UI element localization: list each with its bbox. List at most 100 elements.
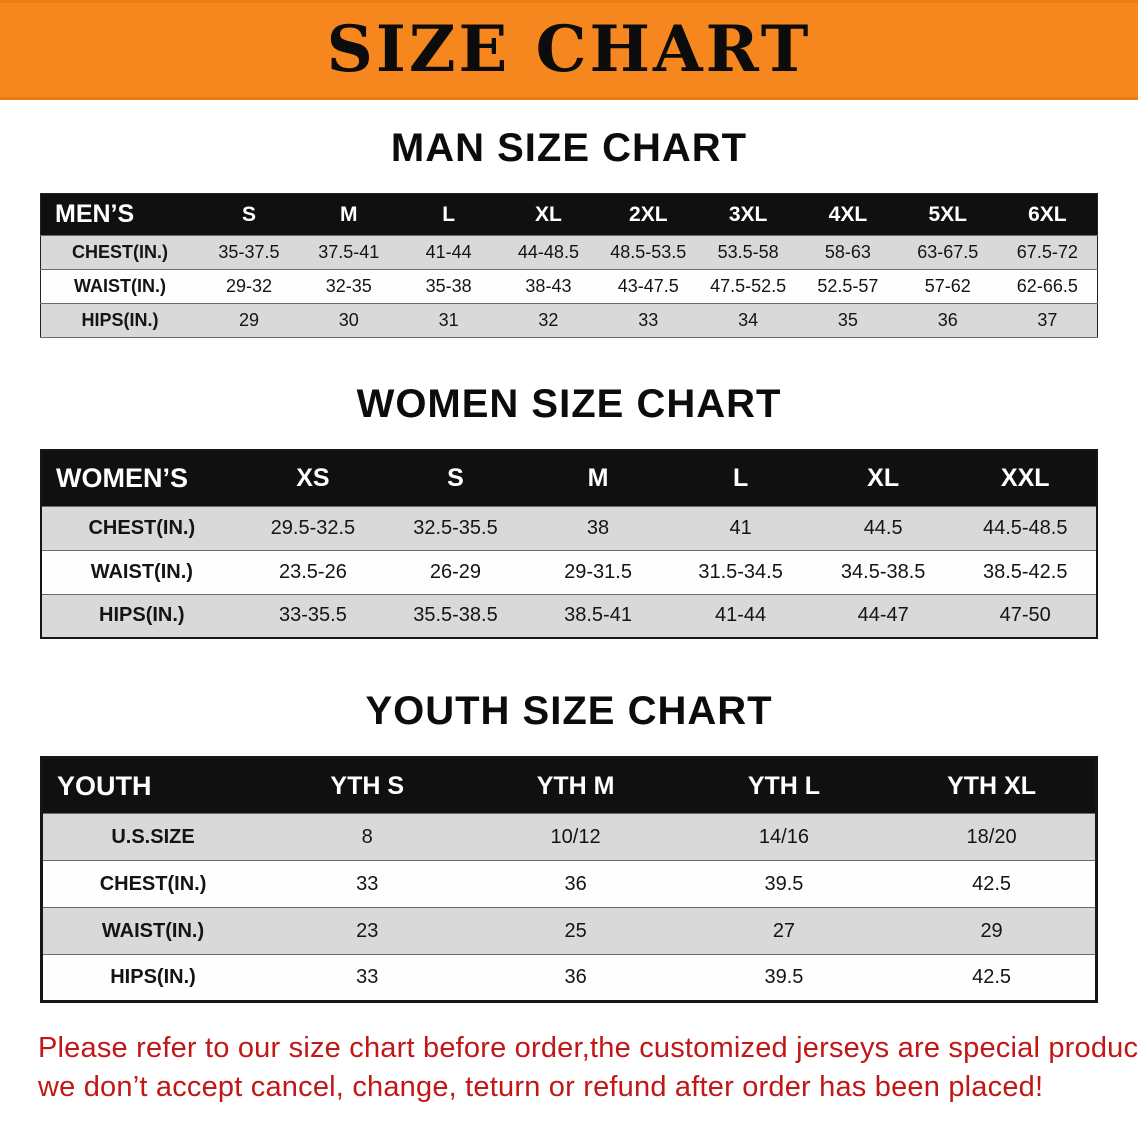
measurement-label: HIPS(IN.) — [40, 303, 200, 338]
table-group-label: MEN’S — [40, 193, 200, 236]
youth-size-table: YOUTH YTH S YTH M YTH L YTH XL U.S.SIZE 8 10/12… — [40, 756, 1098, 1003]
measurement-value: 34 — [698, 303, 799, 338]
table-group-label: WOMEN’S — [41, 450, 242, 506]
measurement-value: 33-35.5 — [241, 593, 385, 639]
measurement-value: 37.5-41 — [298, 235, 399, 270]
measurement-value: 57-62 — [897, 269, 998, 304]
measurement-value: 38-43 — [498, 269, 599, 304]
measurement-value: 62-66.5 — [997, 269, 1098, 304]
youth-size-chart-section: YOUTH SIZE CHART YOUTH YTH S YTH M YTH L YTH… — [0, 689, 1138, 1003]
measurement-value: 37 — [997, 303, 1098, 338]
measurement-value: 33 — [598, 303, 699, 338]
measurement-value: 48.5-53.5 — [598, 235, 699, 270]
measurement-value: 32.5-35.5 — [384, 505, 527, 550]
header-row: MEN’S S M L XL 2XL 3XL 4XL 5XL 6XL — [40, 193, 1098, 236]
measurement-label: WAIST(IN.) — [41, 907, 264, 955]
youth-section-title: YOUTH SIZE CHART — [365, 689, 773, 733]
measurement-value: 35-38 — [398, 269, 499, 304]
size-column-header: M — [526, 450, 670, 506]
size-column-header: XL — [811, 450, 955, 506]
measurement-value: 43-47.5 — [598, 269, 699, 304]
measurement-value: 44.5 — [811, 505, 955, 550]
size-column-header: XXL — [954, 450, 1097, 506]
women-section-title: WOMEN SIZE CHART — [356, 382, 782, 426]
measurement-row: WAIST(IN.) 29-32 32-35 35-38 38-43 43-47.5 47.… — [40, 269, 1098, 304]
disclaimer-line-2: we don’t accept cancel, change, teturn o… — [38, 1071, 1044, 1104]
measurement-row: HIPS(IN.) 29 30 31 32 33 34 35 36 37 — [40, 303, 1098, 338]
measurement-value: 63-67.5 — [897, 235, 998, 270]
measurement-value: 30 — [298, 303, 399, 338]
measurement-label: U.S.SIZE — [41, 813, 264, 861]
size-column-header: M — [298, 193, 399, 236]
measurement-label: WAIST(IN.) — [41, 549, 242, 594]
measurement-value: 26-29 — [384, 549, 527, 594]
measurement-value: 41-44 — [398, 235, 499, 270]
table-group-label: YOUTH — [41, 757, 264, 814]
disclaimer: Please refer to our size chart before or… — [38, 1029, 1138, 1107]
page-title: SIZE CHART — [326, 12, 812, 87]
measurement-value: 47-50 — [954, 593, 1097, 639]
measurement-value: 33 — [263, 860, 472, 908]
measurement-value: 44.5-48.5 — [954, 505, 1097, 550]
measurement-value: 29-32 — [199, 269, 299, 304]
measurement-value: 10/12 — [471, 813, 680, 861]
women-size-table: WOMEN’S XS S M L XL XXL CHEST(IN.) 29.5-32.5 32.5… — [40, 449, 1098, 639]
size-column-header: YTH M — [471, 757, 680, 814]
measurement-label: WAIST(IN.) — [40, 269, 200, 304]
size-column-header: L — [669, 450, 812, 506]
measurement-value: 58-63 — [798, 235, 898, 270]
size-column-header: 5XL — [897, 193, 998, 236]
measurement-value: 32 — [498, 303, 599, 338]
header-row: YOUTH YTH S YTH M YTH L YTH XL — [41, 757, 1097, 814]
measurement-row: WAIST(IN.) 23.5-26 26-29 29-31.5 31.5-34.5 34… — [41, 549, 1097, 594]
measurement-value: 35-37.5 — [199, 235, 299, 270]
measurement-value: 34.5-38.5 — [811, 549, 955, 594]
measurement-value: 14/16 — [679, 813, 889, 861]
size-column-header: 4XL — [798, 193, 898, 236]
measurement-row: CHEST(IN.) 29.5-32.5 32.5-35.5 38 41 44.5 44.5… — [41, 505, 1097, 550]
measurement-value: 39.5 — [679, 860, 889, 908]
measurement-row: WAIST(IN.) 23 25 27 29 — [41, 907, 1097, 955]
size-column-header: XS — [241, 450, 385, 506]
measurement-value: 25 — [471, 907, 680, 955]
measurement-value: 42.5 — [888, 860, 1097, 908]
size-column-header: 2XL — [598, 193, 699, 236]
measurement-label: HIPS(IN.) — [41, 954, 264, 1002]
size-column-header: L — [398, 193, 499, 236]
measurement-value: 29-31.5 — [526, 549, 670, 594]
measurement-value: 27 — [679, 907, 889, 955]
measurement-value: 36 — [897, 303, 998, 338]
measurement-row: CHEST(IN.) 35-37.5 37.5-41 41-44 44-48.5 48.5… — [40, 235, 1098, 270]
measurement-row: HIPS(IN.) 33 36 39.5 42.5 — [41, 954, 1097, 1002]
measurement-value: 35.5-38.5 — [384, 593, 527, 639]
measurement-value: 36 — [471, 860, 680, 908]
measurement-value: 36 — [471, 954, 680, 1002]
measurement-value: 47.5-52.5 — [698, 269, 799, 304]
size-column-header: YTH XL — [888, 757, 1097, 814]
size-column-header: S — [384, 450, 527, 506]
measurement-value: 31 — [398, 303, 499, 338]
measurement-row: CHEST(IN.) 33 36 39.5 42.5 — [41, 860, 1097, 908]
measurement-value: 67.5-72 — [997, 235, 1098, 270]
size-column-header: S — [199, 193, 299, 236]
measurement-value: 44-47 — [811, 593, 955, 639]
size-column-header: YTH L — [679, 757, 889, 814]
men-size-chart-section: MAN SIZE CHART MEN’S S M L XL 2XL 3XL 4XL 5XL 6XL… — [0, 126, 1138, 338]
measurement-value: 23.5-26 — [241, 549, 385, 594]
size-column-header: 3XL — [698, 193, 799, 236]
banner: SIZE CHART — [0, 0, 1138, 100]
measurement-value: 29 — [199, 303, 299, 338]
disclaimer-line-1: Please refer to our size chart before or… — [38, 1032, 1138, 1064]
measurement-value: 39.5 — [679, 954, 889, 1002]
size-column-header: 6XL — [997, 193, 1098, 236]
measurement-value: 41 — [669, 505, 812, 550]
measurement-value: 29 — [888, 907, 1097, 955]
measurement-value: 38.5-41 — [526, 593, 670, 639]
measurement-value: 33 — [263, 954, 472, 1002]
measurement-value: 38.5-42.5 — [954, 549, 1097, 594]
measurement-value: 38 — [526, 505, 670, 550]
measurement-value: 44-48.5 — [498, 235, 599, 270]
measurement-label: CHEST(IN.) — [41, 505, 242, 550]
measurement-value: 35 — [798, 303, 898, 338]
